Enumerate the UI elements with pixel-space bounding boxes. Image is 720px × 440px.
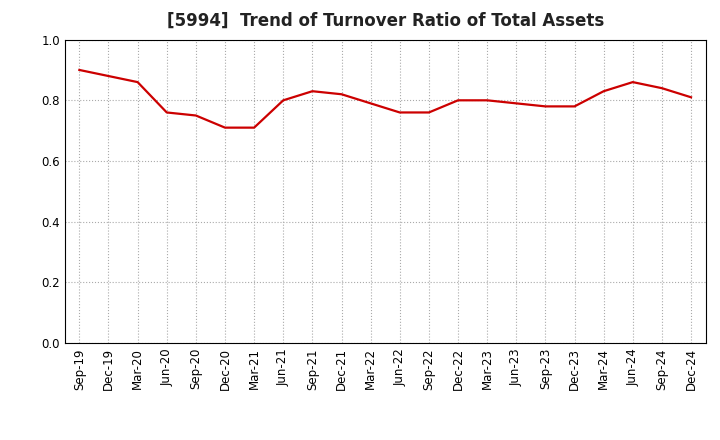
Title: [5994]  Trend of Turnover Ratio of Total Assets: [5994] Trend of Turnover Ratio of Total … (166, 12, 604, 30)
